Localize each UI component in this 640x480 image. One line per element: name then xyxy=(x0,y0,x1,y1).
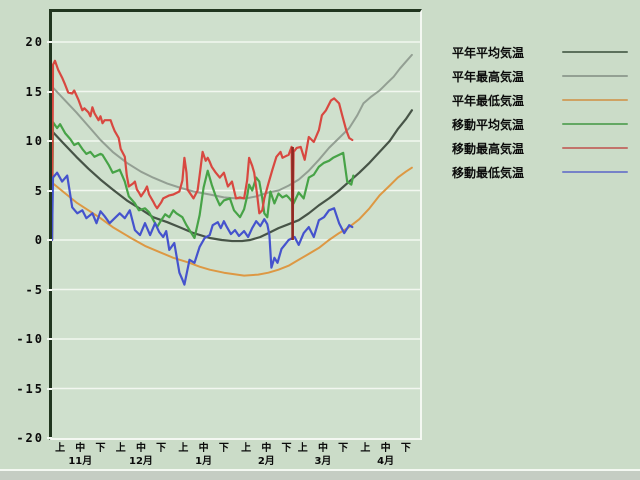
legend-label: 移動最低気温 xyxy=(452,165,525,180)
legend-label: 平年最低気温 xyxy=(452,93,525,108)
y-axis-tick xyxy=(47,437,52,439)
y-axis-label: -10 xyxy=(16,332,44,346)
series-line-1 xyxy=(52,53,413,241)
x-axis-period-label: 中 xyxy=(198,443,209,454)
legend-row-3: 移動平均気温 xyxy=(452,112,634,136)
bottom-window-edge xyxy=(0,469,640,480)
x-axis-month-label: 1月 xyxy=(195,456,213,467)
x-axis-period-label: 下 xyxy=(281,443,292,454)
x-axis-period-label: 下 xyxy=(400,443,411,454)
x-axis-period-label: 下 xyxy=(338,443,349,454)
legend-row-2: 平年最低気温 xyxy=(452,88,634,112)
legend-label: 平年平均気温 xyxy=(452,45,525,60)
plot-area xyxy=(49,9,422,440)
y-axis-label: -5 xyxy=(25,282,44,297)
legend-row-1: 平年最高気温 xyxy=(452,64,634,88)
x-axis-period-label: 上 xyxy=(360,443,371,454)
x-axis-period-label: 下 xyxy=(95,443,106,454)
y-axis-label: 20 xyxy=(25,35,44,49)
legend: 平年平均気温 平年最高気温 平年最低気温 移動平均気温 移動最高気温 移動最低気温 xyxy=(452,40,634,184)
x-axis-month-label: 4月 xyxy=(377,456,395,467)
x-axis-period-label: 中 xyxy=(317,443,328,454)
x-axis-period-label: 中 xyxy=(75,443,86,454)
y-axis-tick xyxy=(47,140,52,142)
legend-row-5: 移動最低気温 xyxy=(452,160,634,184)
legend-row-0: 平年平均気温 xyxy=(452,40,634,64)
x-axis-period-label: 上 xyxy=(115,443,126,454)
y-axis-tick xyxy=(47,387,52,390)
y-axis-label: 0 xyxy=(34,233,44,247)
plot-svg xyxy=(52,41,420,390)
legend-line-swatch xyxy=(562,99,628,101)
y-axis-label: -15 xyxy=(16,381,44,396)
series-line-3 xyxy=(52,121,355,242)
x-axis-period-label: 下 xyxy=(156,443,167,454)
x-axis-period-label: 上 xyxy=(241,443,252,454)
legend-row-4: 移動最高気温 xyxy=(452,136,634,160)
legend-line-swatch xyxy=(562,123,628,125)
legend-label: 移動最高気温 xyxy=(452,141,525,156)
legend-line-swatch xyxy=(562,147,628,149)
legend-line-swatch xyxy=(562,51,628,53)
x-axis-period-label: 上 xyxy=(55,443,66,454)
legend-label: 移動平均気温 xyxy=(452,117,525,132)
x-axis-period-label: 中 xyxy=(380,443,391,454)
x-axis-period-label: 上 xyxy=(297,443,308,454)
y-axis-label: -20 xyxy=(16,431,44,445)
y-axis-tick xyxy=(47,239,52,241)
x-axis-period-label: 下 xyxy=(218,443,229,454)
y-axis-tick xyxy=(47,41,52,43)
legend-line-swatch xyxy=(562,171,628,173)
x-axis-period-label: 中 xyxy=(261,443,272,454)
x-axis-period-label: 上 xyxy=(178,443,189,454)
x-axis-month-label: 2月 xyxy=(257,456,275,467)
series-line-5 xyxy=(52,171,354,286)
legend-label: 平年最高気温 xyxy=(452,69,525,84)
series-line-2 xyxy=(52,166,413,277)
y-axis-tick xyxy=(47,288,52,291)
y-axis-label: 5 xyxy=(34,183,44,198)
y-axis-label: 15 xyxy=(25,84,44,99)
y-axis-tick xyxy=(47,338,52,340)
legend-line-swatch xyxy=(562,75,628,77)
series-line-0 xyxy=(52,109,413,243)
x-axis-month-label: 12月 xyxy=(128,456,153,467)
y-axis-tick xyxy=(47,90,52,93)
y-axis-tick xyxy=(47,189,52,192)
y-axis-label: 10 xyxy=(25,134,44,148)
x-axis-month-label: 3月 xyxy=(314,456,332,467)
x-axis-period-label: 中 xyxy=(135,443,146,454)
x-axis-month-label: 11月 xyxy=(68,456,93,467)
